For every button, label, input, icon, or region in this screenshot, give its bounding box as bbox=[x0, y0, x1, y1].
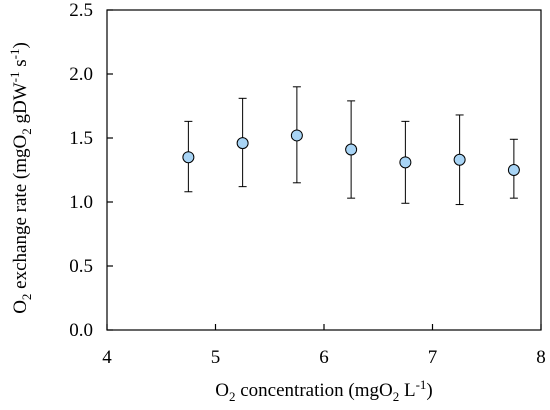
y-tick-label: 1.0 bbox=[69, 192, 93, 213]
y-tick-label: 1.5 bbox=[69, 128, 93, 149]
data-point bbox=[236, 137, 249, 150]
data-point bbox=[345, 143, 358, 156]
plot-frame bbox=[106, 9, 542, 331]
data-point bbox=[453, 153, 466, 166]
x-tick-label: 6 bbox=[319, 347, 329, 368]
y-tick-label: 0.0 bbox=[69, 320, 93, 341]
x-tick-label: 8 bbox=[536, 347, 546, 368]
y-tick-label: 2.5 bbox=[69, 0, 93, 21]
y-tick-label: 2.0 bbox=[69, 64, 93, 85]
x-axis-title: O2 concentration (mgO2 L-1) bbox=[215, 377, 433, 404]
y-axis-title: O2 exchange rate (mgO2 gDW-1 s-1) bbox=[7, 42, 34, 314]
x-tick-label: 5 bbox=[211, 347, 221, 368]
data-point bbox=[399, 156, 412, 169]
data-point bbox=[290, 129, 303, 142]
y-axis: 0.0 0.5 1.0 1.5 2.0 2.5 bbox=[69, 0, 113, 341]
x-tick-label: 7 bbox=[428, 347, 438, 368]
y-tick-label: 0.5 bbox=[69, 256, 93, 277]
data-point bbox=[182, 151, 195, 164]
x-tick-label: 4 bbox=[102, 347, 112, 368]
data-point bbox=[507, 164, 520, 176]
data-points bbox=[182, 86, 520, 206]
x-axis: 4 5 6 7 8 bbox=[102, 324, 546, 368]
